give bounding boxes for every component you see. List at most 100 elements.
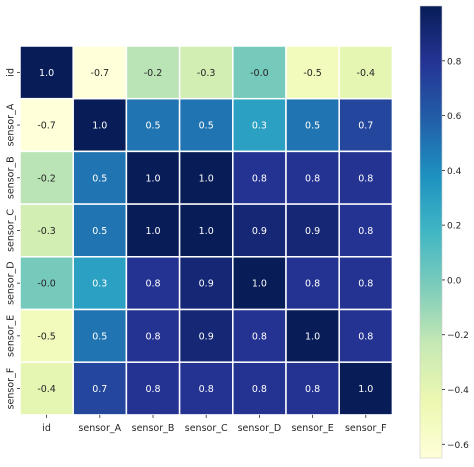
cell-value-label: 0.7: [92, 384, 107, 395]
cell-value-label: 0.8: [252, 331, 267, 342]
column-tick-labels: id sensor_A sensor_B sensor_C sensor_D sensor…: [42, 414, 387, 434]
heatmap-cell: [285, 150, 340, 205]
cell-value-label: 1.0: [358, 384, 373, 395]
colorbar-tick-label: −0.2: [447, 331, 469, 341]
heatmap-cell: [285, 203, 340, 258]
cell-value-label: -0.0: [37, 279, 56, 290]
colorbar-tick-label: 0.2: [447, 222, 461, 232]
cell-value-label: 0.8: [358, 331, 373, 342]
column-label: sensor_C: [185, 423, 228, 434]
cell-value-label: -0.4: [357, 68, 376, 79]
cell-value-label: 0.3: [252, 121, 267, 132]
row-label: sensor_A: [6, 103, 17, 146]
cell-value-label: 0.8: [358, 226, 373, 237]
cell-value-label: 1.0: [199, 173, 214, 184]
cell-value-label: -0.5: [303, 68, 322, 79]
row-tick-labels: id sensor_A sensor_B sensor_C sensor_Dsensor…: [6, 68, 20, 410]
colorbar-tick-label: 0.0: [447, 276, 462, 286]
cell-value-label: 0.8: [358, 173, 373, 184]
heatmap-cell: [338, 308, 394, 363]
cell-value-label: 0.3: [92, 279, 107, 290]
cell-value-label: -0.2: [37, 173, 56, 184]
heatmap-cell: [232, 97, 287, 153]
cell-value-label: 0.5: [92, 173, 107, 184]
column-label: sensor_E: [291, 423, 333, 434]
row-label: sensor_F: [6, 368, 17, 410]
heatmap-cell: [19, 203, 74, 258]
cell-value-label: 1.0: [145, 173, 160, 184]
column-label: id: [42, 423, 51, 434]
heatmap-cell: [19, 308, 74, 363]
column-label: sensor_B: [132, 423, 175, 434]
row-label: sensor_B: [6, 156, 17, 199]
heatmap-cell: [232, 361, 287, 416]
cell-value-label: 0.9: [199, 331, 214, 342]
cell-value-label: 0.5: [199, 121, 214, 132]
heatmap-cell: [72, 45, 128, 100]
heatmap-value-labels: 1.0 -0.7 -0.2 -0.3 -0.0 -0.5 -0.4 -0.7 1.0 0.5 0.5…: [37, 68, 375, 395]
cell-value-label: -0.0: [250, 68, 269, 79]
cell-value-label: 0.8: [252, 384, 267, 395]
heatmap-cell: [178, 150, 234, 205]
cell-value-label: 0.8: [199, 384, 214, 395]
cell-value-label: 0.5: [305, 121, 320, 132]
cell-value-label: -0.7: [91, 68, 110, 79]
row-label: sensor_D: [6, 261, 17, 305]
cell-value-label: 0.8: [252, 173, 267, 184]
heatmap-cell: [285, 45, 340, 100]
colorbar-tick-label: 0.6: [447, 112, 462, 122]
colorbar-tick-label: −0.4: [447, 386, 469, 396]
heatmap-cell: [72, 308, 128, 363]
colorbar-gradient: [419, 5, 443, 459]
cell-value-label: 0.5: [92, 331, 107, 342]
heatmap-cell: [338, 361, 394, 416]
column-label: sensor_A: [78, 423, 121, 434]
cell-value-label: 1.0: [92, 121, 107, 132]
cell-value-label: -0.4: [37, 384, 56, 395]
colorbar-ticks: −0.6 −0.4 −0.2 0.0 0.2 0.4 0.6 0.8: [442, 57, 469, 451]
heatmap-cell: [285, 361, 340, 416]
column-label: sensor_F: [345, 423, 387, 434]
heatmap-cell: [338, 150, 394, 205]
colorbar-tick-label: 0.8: [447, 57, 462, 67]
heatmap-cell: [19, 256, 74, 311]
row-label: sensor_E: [6, 315, 17, 357]
cell-value-label: 0.5: [145, 121, 160, 132]
cell-value-label: 0.5: [92, 226, 107, 237]
colorbar: −0.6 −0.4 −0.2 0.0 0.2 0.4 0.6 0.8: [419, 5, 469, 459]
colorbar-tick-label: −0.6: [447, 441, 469, 451]
heatmap-cell: [125, 97, 181, 153]
colorbar-tick-label: 0.4: [447, 167, 462, 177]
cell-value-label: 1.0: [39, 68, 54, 79]
heatmap-cell: [125, 256, 181, 311]
cell-value-label: 1.0: [199, 226, 214, 237]
cell-value-label: 0.9: [252, 226, 267, 237]
heatmap-cell: [178, 361, 234, 416]
heatmap-cell: [125, 150, 181, 205]
cell-value-label: 0.8: [145, 331, 160, 342]
cell-value-label: 0.8: [305, 279, 320, 290]
cell-value-label: 0.8: [305, 173, 320, 184]
cell-value-label: -0.7: [37, 121, 56, 132]
cell-value-label: -0.3: [197, 68, 216, 79]
heatmap-cell: [72, 150, 128, 205]
heatmap-cell: [232, 150, 287, 205]
column-label: sensor_D: [238, 423, 282, 434]
cell-value-label: 0.8: [358, 279, 373, 290]
cell-value-label: 0.8: [145, 279, 160, 290]
heatmap-cells: [19, 45, 394, 416]
row-label: id: [6, 68, 17, 77]
heatmap-cell: [72, 203, 128, 258]
cell-value-label: -0.2: [144, 68, 163, 79]
cell-value-label: -0.5: [37, 331, 56, 342]
cell-value-label: 0.8: [145, 384, 160, 395]
row-label: sensor_C: [6, 209, 17, 252]
cell-value-label: -0.3: [37, 226, 56, 237]
cell-value-label: 0.9: [305, 226, 320, 237]
cell-value-label: 0.9: [199, 279, 214, 290]
cell-value-label: 1.0: [305, 331, 320, 342]
heatmap-cell: [125, 361, 181, 416]
cell-value-label: 1.0: [252, 279, 267, 290]
cell-value-label: 0.8: [305, 384, 320, 395]
